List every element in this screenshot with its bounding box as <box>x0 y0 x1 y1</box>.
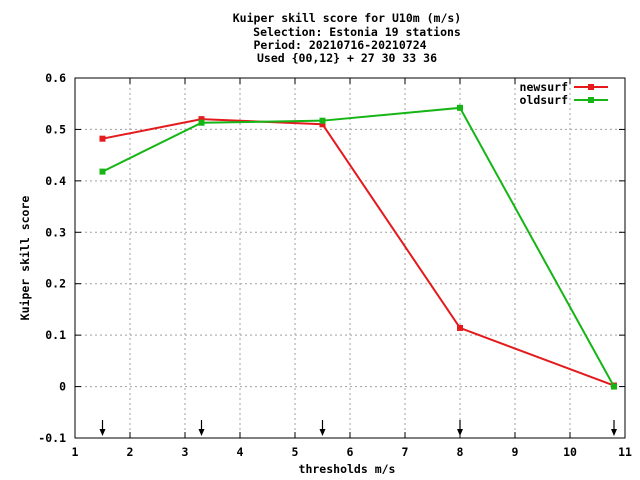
x-tick-label: 8 <box>457 445 464 459</box>
y-tick-label: 0.3 <box>45 225 66 239</box>
x-tick-label: 6 <box>347 445 354 459</box>
legend-label-newsurf: newsurf <box>520 80 569 94</box>
y-tick-label: 0.5 <box>45 122 66 136</box>
threshold-arrow-head <box>611 429 617 436</box>
legend: newsurf oldsurf <box>520 80 608 107</box>
data-point-newsurf <box>457 324 463 331</box>
threshold-arrow <box>611 420 617 436</box>
data-point-oldsurf <box>611 383 617 390</box>
legend-marker-oldsurf <box>588 97 594 103</box>
series-line-oldsurf <box>102 106 615 388</box>
threshold-arrow-head <box>457 429 463 436</box>
threshold-arrow-head <box>198 429 205 436</box>
x-tick-label: 2 <box>127 445 134 459</box>
threshold-arrow <box>319 420 326 436</box>
threshold-arrows <box>99 420 617 436</box>
series-lines <box>99 104 617 390</box>
threshold-arrow <box>99 420 106 436</box>
data-point-newsurf <box>198 116 205 123</box>
y-tick-label: 0 <box>59 380 66 394</box>
chart-title: Kuiper skill score for U10m (m/s) Select… <box>233 11 461 65</box>
threshold-arrow <box>457 420 463 436</box>
y-tick-label: -0.1 <box>38 431 66 445</box>
data-point-oldsurf <box>319 117 326 124</box>
y-tick-label: 0.1 <box>45 328 66 342</box>
title-line-2: Selection: Estonia 19 stations <box>253 25 461 39</box>
legend-label-oldsurf: oldsurf <box>520 93 569 107</box>
x-tick-label: 3 <box>182 445 189 459</box>
axis-ticks: 1 2 3 4 5 6 7 8 9 10 11 -0.1 0 0.1 0.2 0.3 0.4 0.5 0.6 <box>38 71 632 459</box>
x-tick-label: 9 <box>512 445 519 459</box>
x-tick-label: 4 <box>237 445 244 459</box>
x-tick-label: 1 <box>72 445 79 459</box>
x-tick-label: 7 <box>402 445 409 459</box>
legend-item-newsurf: newsurf <box>520 80 608 94</box>
x-axis-label: thresholds m/s <box>299 462 396 476</box>
threshold-arrow-head <box>99 429 106 436</box>
data-point-oldsurf <box>457 104 463 111</box>
x-tick-label: 5 <box>292 445 299 459</box>
plot-frame <box>74 77 626 439</box>
title-line-1: Kuiper skill score for U10m (m/s) <box>233 11 461 25</box>
threshold-arrow-head <box>319 429 326 436</box>
legend-marker-newsurf <box>588 84 594 90</box>
data-point-oldsurf <box>99 168 106 175</box>
threshold-arrow <box>198 420 205 436</box>
y-tick-label: 0.2 <box>45 277 66 291</box>
legend-item-oldsurf: oldsurf <box>520 93 608 107</box>
data-point-newsurf <box>319 121 326 128</box>
y-axis-label: Kuiper skill score <box>18 196 32 321</box>
series-line-newsurf <box>102 118 615 387</box>
data-point-newsurf <box>99 135 106 142</box>
y-tick-label: 0.4 <box>45 174 66 188</box>
title-line-4: Used {00,12} + 27 30 33 36 <box>257 51 437 65</box>
x-tick-label: 10 <box>563 445 577 459</box>
x-tick-label: 11 <box>618 445 632 459</box>
title-line-3: Period: 20210716-20210724 <box>253 38 426 52</box>
grid-lines <box>75 78 625 438</box>
data-point-oldsurf <box>198 119 205 126</box>
y-tick-label: 0.6 <box>45 71 66 85</box>
